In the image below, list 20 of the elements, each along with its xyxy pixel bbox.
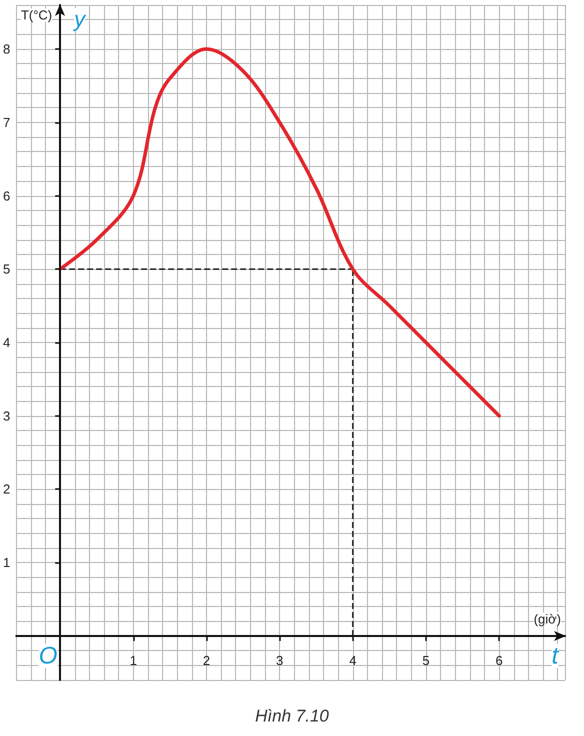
y-tick-label: 1: [2, 555, 10, 570]
y-tick-label: 2: [2, 482, 10, 497]
annotation: t: [552, 642, 560, 670]
x-tick-label: 6: [496, 653, 503, 668]
y-tick-label: 7: [2, 114, 10, 130]
annotation: O: [38, 642, 58, 670]
y-tick-label: 5: [2, 262, 10, 277]
y-tick-label: 4: [2, 335, 10, 350]
x-tick-label: 4: [349, 653, 356, 668]
x-axis-title: (giờ): [534, 611, 561, 626]
text: Hình 7.10: [255, 706, 330, 726]
y-tick-label: 3: [2, 408, 10, 424]
y-tick-label: 8: [2, 42, 10, 57]
x-tick-label: 3: [276, 653, 284, 668]
x-tick-label: 2: [202, 653, 210, 668]
y-tick-label: 6: [2, 188, 10, 204]
annotation: y: [72, 6, 88, 32]
x-tick-label: 5: [422, 653, 430, 668]
x-tick-label: 1: [130, 653, 137, 668]
y-axis-title: T(°C): [20, 8, 52, 22]
